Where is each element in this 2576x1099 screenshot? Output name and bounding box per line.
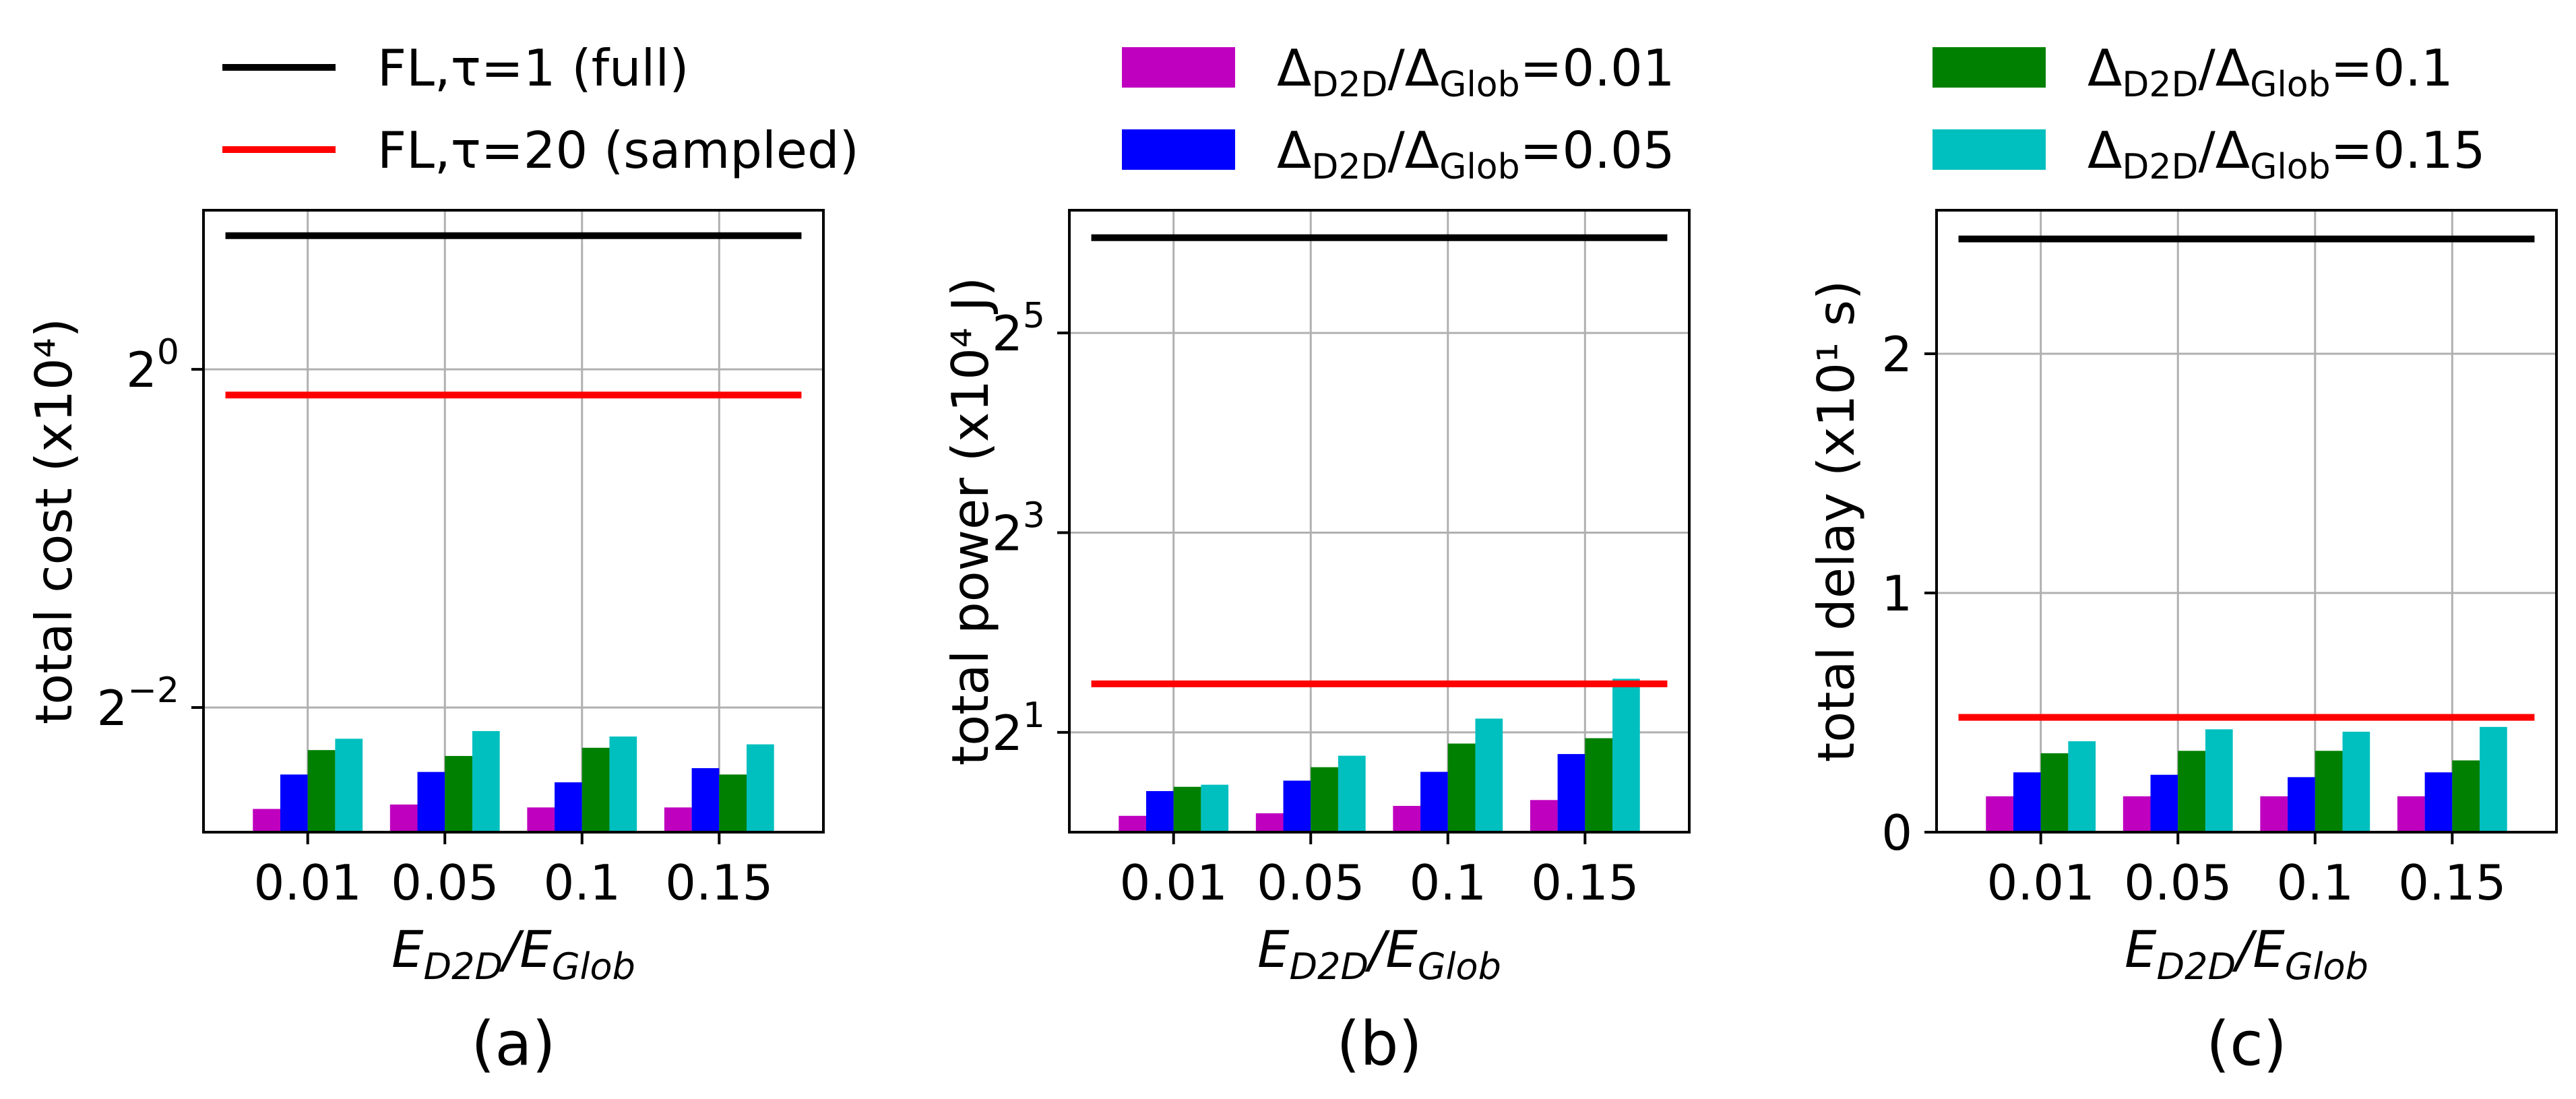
y-axis-label: total delay (x10¹ s) <box>1807 280 1866 762</box>
bar <box>2123 796 2151 832</box>
x-tick-label: 0.1 <box>1410 854 1487 911</box>
y-tick-label: 20 <box>126 332 179 398</box>
y-axis-label: total power (x10⁴ J) <box>941 277 1000 765</box>
bar <box>1255 813 1284 832</box>
bar <box>664 807 692 832</box>
y-tick-label: 23 <box>992 495 1045 561</box>
bar <box>335 739 363 832</box>
bar <box>2040 753 2069 832</box>
bar <box>2480 726 2507 832</box>
bar <box>307 750 336 832</box>
bar <box>2013 772 2041 832</box>
panel-caption: (b) <box>1336 1009 1422 1079</box>
y-tick-label: 0 <box>1881 805 1912 861</box>
legend-bar-2: ΔD2D/ΔGlob=0.05 <box>1122 121 1674 187</box>
chart-panel-a: 0.01 0.05 0.1 0.15 2−2 20 ED2D/EGlob total cost… <box>24 209 825 1079</box>
y-tick-label: 25 <box>992 296 1045 362</box>
x-tick-label: 0.1 <box>2277 854 2354 911</box>
legend-bar-3-swatch <box>1933 47 2046 88</box>
legend-bar-4-swatch <box>1933 129 2046 170</box>
bar <box>2178 751 2205 832</box>
bar <box>527 807 555 832</box>
legend: FL,τ=1 (full) FL,τ=20 (sampled) ΔD2D/ΔGl… <box>222 38 2485 187</box>
bar <box>1557 754 1585 832</box>
bar <box>2205 729 2233 832</box>
bar <box>691 768 720 832</box>
bar <box>2397 796 2425 832</box>
x-tick-label: 0.01 <box>1987 854 2095 911</box>
legend-line-sampled: FL,τ=20 (sampled) <box>222 121 859 180</box>
bar <box>2342 731 2370 832</box>
bar <box>1393 806 1421 832</box>
bar <box>555 782 582 832</box>
panel-caption: (c) <box>2206 1009 2287 1079</box>
y-tick-label: 21 <box>992 695 1045 761</box>
x-axis-label: ED2D/EGlob <box>391 920 635 988</box>
bar <box>1420 772 1448 832</box>
chart-panel-b: 0.01 0.05 0.1 0.15 21 23 25 ED2D/EGlob total pow… <box>941 209 1691 1079</box>
bar <box>582 747 610 832</box>
x-tick-label: 0.05 <box>1257 854 1364 911</box>
bar <box>472 731 500 832</box>
x-tick-label: 0.05 <box>391 854 499 911</box>
bar <box>2150 774 2178 832</box>
bar <box>609 736 637 832</box>
x-axis-label: ED2D/EGlob <box>2125 920 2368 988</box>
bar <box>1585 738 1613 832</box>
bar <box>1201 784 1229 832</box>
legend-bar-1-label: ΔD2D/ΔGlob=0.01 <box>1277 38 1674 105</box>
bar <box>1986 796 2013 832</box>
chart-panel-c: 0.01 0.05 0.1 0.15 0 1 2 ED2D/EGlob total delay … <box>1807 209 2558 1079</box>
axes-frame <box>202 209 825 834</box>
bar <box>1145 791 1174 832</box>
legend-bar-2-swatch <box>1122 129 1235 170</box>
panel-caption: (a) <box>471 1009 555 1079</box>
axes-frame <box>1935 209 2558 834</box>
bar <box>2288 777 2315 832</box>
bar <box>1612 679 1640 832</box>
legend-line-sampled-label: FL,τ=20 (sampled) <box>377 121 859 180</box>
x-tick-label: 0.01 <box>1120 854 1228 911</box>
legend-bar-1: ΔD2D/ΔGlob=0.01 <box>1122 38 1674 105</box>
bar <box>417 772 445 832</box>
bar <box>1530 800 1558 832</box>
bar <box>389 804 418 832</box>
bar <box>2315 751 2343 832</box>
bar <box>1283 780 1311 832</box>
legend-line-full-label: FL,τ=1 (full) <box>377 38 689 98</box>
x-tick-label: 0.15 <box>665 854 773 911</box>
bar <box>719 774 747 832</box>
bar <box>280 774 308 832</box>
bar <box>2452 760 2480 832</box>
bar <box>253 809 280 832</box>
legend-bar-2-label: ΔD2D/ΔGlob=0.05 <box>1277 121 1674 187</box>
bar <box>2068 741 2096 832</box>
bar <box>445 755 472 832</box>
x-tick-label: 0.1 <box>544 854 621 911</box>
bar <box>747 744 774 832</box>
x-tick-label: 0.01 <box>254 854 362 911</box>
bar <box>1475 718 1503 832</box>
legend-bar-1-swatch <box>1122 47 1235 88</box>
y-tick-label: 2 <box>1881 326 1912 383</box>
bar <box>2260 796 2288 832</box>
x-tick-label: 0.15 <box>2398 854 2506 911</box>
bar <box>1338 755 1366 832</box>
y-tick-label: 2−2 <box>97 670 179 736</box>
bar <box>2424 772 2453 832</box>
bar <box>1447 743 1476 832</box>
bar <box>1311 767 1338 832</box>
bar <box>1173 786 1201 832</box>
y-tick-label: 1 <box>1881 565 1912 622</box>
x-axis-label: ED2D/EGlob <box>1257 920 1501 988</box>
legend-line-full: FL,τ=1 (full) <box>222 38 689 98</box>
y-axis-label: total cost (x10⁴) <box>24 318 84 724</box>
x-tick-label: 0.15 <box>1531 854 1639 911</box>
axes-frame <box>1068 209 1691 834</box>
bar <box>1119 815 1146 832</box>
x-tick-label: 0.05 <box>2124 854 2232 911</box>
